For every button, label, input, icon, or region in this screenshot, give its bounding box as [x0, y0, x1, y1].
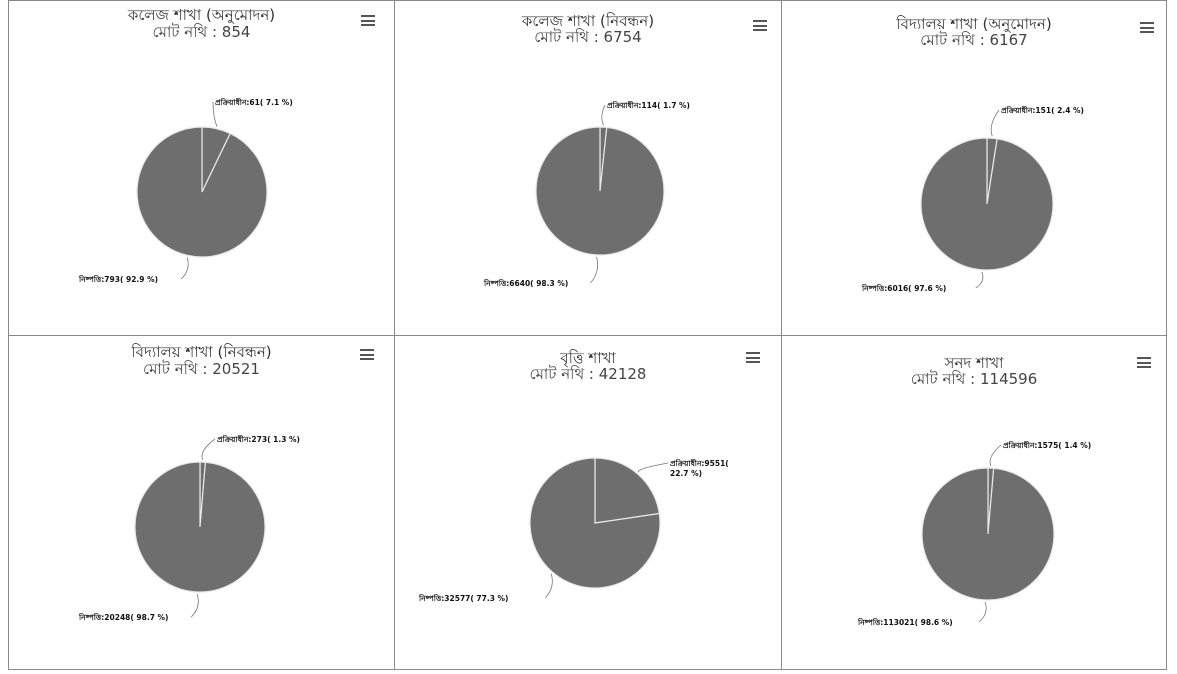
pie-slice-resolved[interactable] [920, 137, 1054, 271]
pie-chart: প্রক্রিয়াধীন:9551(22.7 %) নিষ্পত্তি:3257… [418, 457, 729, 603]
data-label-resolved: নিষ্পত্তি:32577( 77.3 %) [418, 593, 508, 603]
label-connector [201, 438, 216, 461]
chart-subtitle: মোট নথি : 42128 [529, 365, 647, 383]
chart-title: বিদ্যালয় শাখা (নিবন্ধন) [131, 343, 272, 361]
data-label-pending: প্রক্রিয়াধীন:273( 1.3 %) [217, 433, 300, 444]
chart-panel-scholarship: বৃত্তি শাখা মোট নথি : 42128 প্রক্রিয়াধী… [394, 335, 782, 670]
chart-panel-college-approval: কলেজ শাখা (অনুমোদন) মোট নথি : 854 প্রক্র… [8, 0, 395, 336]
data-label-pending: প্রক্রিয়াধীন:61( 7.1 %) [215, 96, 293, 107]
chart-subtitle: মোট নথি : 6167 [920, 31, 1028, 49]
hamburger-menu-icon[interactable] [360, 349, 374, 360]
pie-chart: প্রক্রিয়াধীন:151( 2.4 %) নিষ্পত্তি:6016(… [861, 104, 1084, 293]
label-connector [212, 101, 218, 127]
pie-slice-resolved[interactable] [921, 467, 1055, 601]
hamburger-menu-icon[interactable] [361, 15, 375, 26]
chart-panel-certificate: সনদ শাখা মোট নথি : 114596 প্রক্রিয়াধীন:… [781, 335, 1167, 670]
pie-slice-resolved[interactable] [535, 126, 665, 256]
chart-subtitle: মোট নথি : 114596 [910, 370, 1038, 388]
hamburger-menu-icon[interactable] [1140, 22, 1154, 33]
label-connector [990, 109, 1000, 137]
label-connector [590, 256, 599, 284]
label-connector [180, 257, 189, 280]
pie-chart: প্রক্রিয়াধীন:61( 7.1 %) নিষ্পত্তি:793( 9… [78, 96, 293, 284]
hamburger-menu-icon[interactable] [1137, 357, 1151, 368]
chart-title: কলেজ শাখা (নিবন্ধন) [521, 12, 655, 30]
label-connector [975, 271, 984, 289]
pie-chart: প্রক্রিয়াধীন:1575( 1.4 %) নিষ্পত্তি:1130… [857, 439, 1091, 627]
chart-panel-school-approval: বিদ্যালয় শাখা (অনুমোদন) মোট নথি : 6167 … [781, 0, 1167, 336]
data-label-resolved: নিষ্পত্তি:793( 92.9 %) [78, 274, 158, 284]
chart-title: সনদ শাখা [944, 354, 1004, 372]
dashboard-grid: কলেজ শাখা (অনুমোদন) মোট নথি : 854 প্রক্র… [8, 0, 1167, 670]
data-label-resolved: নিষ্পত্তি:6016( 97.6 %) [861, 283, 946, 293]
pie-slice-resolved[interactable] [136, 126, 268, 258]
chart-title: কলেজ শাখা (অনুমোদন) [127, 6, 276, 24]
chart-panel-college-registration: কলেজ শাখা (নিবন্ধন) মোট নথি : 6754 প্রক্… [394, 0, 782, 336]
hamburger-menu-icon[interactable] [746, 352, 760, 363]
label-connector [544, 573, 553, 599]
label-connector [978, 601, 987, 623]
hamburger-menu-icon[interactable] [753, 20, 767, 31]
data-label-resolved: নিষ্পত্তি:113021( 98.6 %) [857, 617, 953, 627]
label-connector [601, 104, 606, 126]
pie-slice-resolved[interactable] [134, 461, 266, 593]
chart-subtitle: মোট নথি : 20521 [143, 360, 260, 378]
data-label-resolved: নিষ্পত্তি:20248( 98.7 %) [78, 612, 168, 622]
data-label-pending: প্রক্রিয়াধীন:1575( 1.4 %) [1003, 439, 1091, 450]
pie-chart: প্রক্রিয়াধীন:114( 1.7 %) নিষ্পত্তি:6640(… [483, 99, 690, 288]
data-label-pending: প্রক্রিয়াধীন:9551(22.7 %) [670, 457, 729, 478]
label-connector [989, 444, 1002, 467]
pie-chart: প্রক্রিয়াধীন:273( 1.3 %) নিষ্পত্তি:20248… [78, 433, 300, 622]
label-connector [190, 593, 199, 618]
pie-slice-resolved[interactable] [529, 457, 661, 589]
chart-subtitle: মোট নথি : 6754 [534, 28, 642, 46]
pie-slice-pending[interactable] [594, 457, 660, 524]
label-connector [637, 462, 669, 473]
data-label-pending: প্রক্রিয়াধীন:114( 1.7 %) [607, 99, 690, 110]
data-label-pending: প্রক্রিয়াধীন:151( 2.4 %) [1001, 104, 1084, 115]
chart-subtitle: মোট নথি : 854 [152, 23, 251, 41]
data-label-resolved: নিষ্পত্তি:6640( 98.3 %) [483, 278, 568, 288]
chart-panel-school-registration: বিদ্যালয় শাখা (নিবন্ধন) মোট নথি : 20521… [8, 335, 395, 670]
chart-title: বৃত্তি শাখা [560, 349, 616, 367]
chart-title: বিদ্যালয় শাখা (অনুমোদন) [896, 15, 1052, 33]
